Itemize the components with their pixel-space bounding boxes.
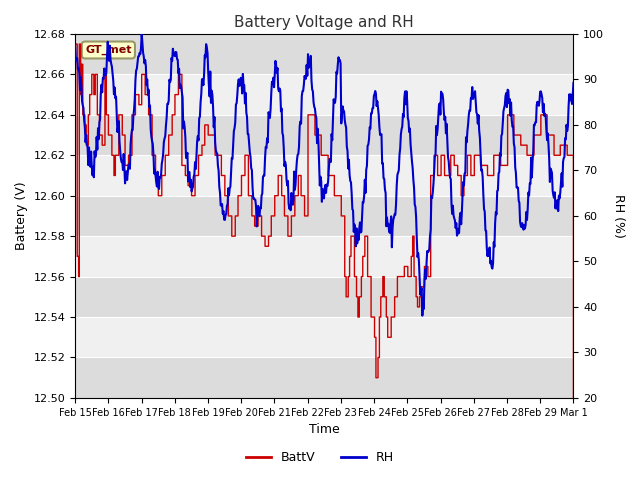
Bar [75,74,573,115]
Y-axis label: RH (%): RH (%) [612,194,625,238]
Bar [75,276,573,317]
X-axis label: Time: Time [309,423,340,436]
Bar [75,196,573,236]
Y-axis label: Battery (V): Battery (V) [15,181,28,250]
Bar [75,115,573,155]
Title: Battery Voltage and RH: Battery Voltage and RH [234,15,414,30]
Bar [75,155,573,196]
Legend: BattV, RH: BattV, RH [241,446,399,469]
Bar [75,317,573,358]
Bar [75,358,573,398]
Bar [75,34,573,74]
Bar [75,236,573,276]
Text: GT_met: GT_met [85,45,132,55]
